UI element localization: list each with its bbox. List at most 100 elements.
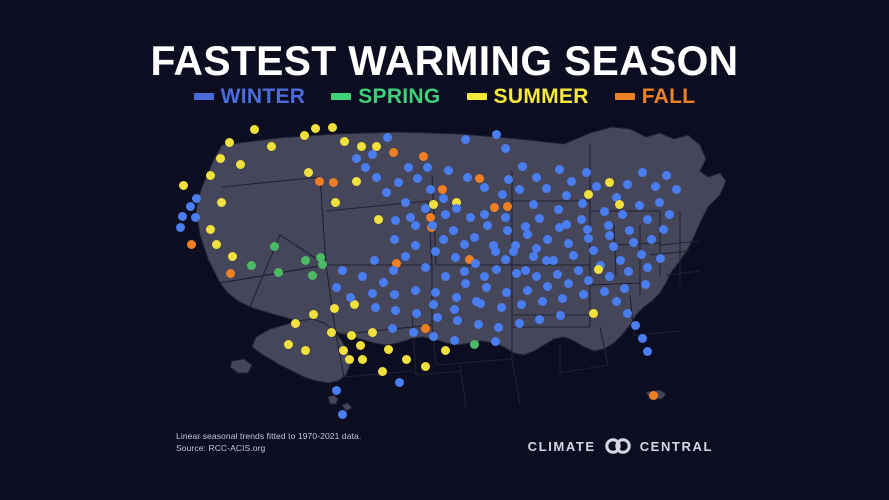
station-dot-winter bbox=[603, 220, 613, 230]
station-dot-summer bbox=[215, 153, 225, 163]
station-dot-winter bbox=[635, 201, 645, 211]
station-dot-summer bbox=[299, 130, 309, 140]
alaska-landmass bbox=[229, 318, 351, 384]
station-dot-winter bbox=[611, 193, 621, 203]
station-dot-summer bbox=[291, 318, 301, 328]
station-dot-winter bbox=[655, 253, 665, 263]
station-dot-winter bbox=[420, 203, 430, 213]
station-dot-winter bbox=[659, 225, 669, 235]
legend-item-winter[interactable]: WINTER bbox=[193, 86, 306, 107]
station-dot-summer bbox=[326, 327, 336, 337]
station-dot-winter bbox=[497, 190, 507, 200]
station-dot-summer bbox=[309, 310, 319, 320]
legend-item-spring[interactable]: SPRING bbox=[331, 86, 440, 107]
station-dot-winter bbox=[548, 255, 558, 265]
station-dot-summer bbox=[421, 362, 431, 372]
station-dot-winter bbox=[345, 292, 355, 302]
station-dot-summer bbox=[331, 198, 341, 208]
station-dot-winter bbox=[599, 287, 609, 297]
station-dot-winter bbox=[459, 267, 469, 277]
station-dot-spring bbox=[274, 268, 284, 278]
station-dot-winter bbox=[439, 235, 449, 245]
station-dot-summer bbox=[249, 125, 259, 135]
station-dot-winter bbox=[625, 226, 635, 236]
legend-item-summer[interactable]: SUMMER bbox=[466, 86, 589, 107]
station-dot-winter bbox=[562, 219, 572, 229]
station-dot-winter bbox=[532, 172, 542, 182]
station-dot-winter bbox=[480, 209, 490, 219]
climate-central-logo: CLIMATE CENTRAL bbox=[528, 438, 713, 454]
station-dot-winter bbox=[500, 143, 510, 153]
station-dot-winter bbox=[429, 300, 439, 310]
station-dot-winter bbox=[514, 184, 524, 194]
station-dot-winter bbox=[389, 265, 399, 275]
station-dot-winter bbox=[605, 230, 615, 240]
station-dot-summer bbox=[344, 355, 354, 365]
station-dot-winter bbox=[492, 130, 502, 140]
station-dot-winter bbox=[563, 279, 573, 289]
station-dot-fall bbox=[425, 213, 435, 223]
station-dot-layer bbox=[160, 115, 730, 425]
station-dot-winter bbox=[502, 287, 512, 297]
station-dot-summer bbox=[301, 346, 311, 356]
station-dot-winter bbox=[423, 162, 433, 172]
station-dot-winter bbox=[449, 225, 459, 235]
station-dot-winter bbox=[576, 214, 586, 224]
station-dot-winter bbox=[574, 265, 584, 275]
station-dot-summer bbox=[267, 141, 277, 151]
station-dot-winter bbox=[553, 269, 563, 279]
station-dot-winter bbox=[523, 229, 533, 239]
station-dot-fall bbox=[388, 148, 398, 158]
station-dot-winter bbox=[461, 278, 471, 288]
station-dot-winter bbox=[579, 290, 588, 300]
station-dot-winter bbox=[558, 294, 568, 304]
station-dot-winter bbox=[664, 209, 674, 219]
station-dot-winter bbox=[646, 234, 656, 244]
station-dot-summer bbox=[225, 137, 235, 147]
station-dot-winter bbox=[611, 296, 621, 306]
station-dot-winter bbox=[535, 214, 545, 224]
station-dot-winter bbox=[543, 234, 553, 244]
station-dot-winter bbox=[406, 212, 416, 222]
station-dot-winter bbox=[463, 172, 473, 182]
station-dot-winter bbox=[400, 198, 410, 208]
station-dot-spring bbox=[270, 242, 280, 252]
station-dot-winter bbox=[599, 206, 609, 216]
station-dot-winter bbox=[439, 193, 449, 203]
station-dot-winter bbox=[496, 302, 506, 312]
state-borders bbox=[219, 143, 701, 408]
station-dot-fall bbox=[465, 255, 474, 265]
station-dot-winter bbox=[522, 285, 532, 295]
station-dot-winter bbox=[500, 254, 510, 264]
station-dot-winter bbox=[472, 296, 482, 306]
station-dot-winter bbox=[483, 220, 493, 230]
station-dot-winter bbox=[393, 178, 403, 188]
station-dot-winter bbox=[488, 240, 498, 250]
station-dot-winter bbox=[494, 322, 504, 332]
station-dot-summer bbox=[452, 198, 462, 208]
station-dot-fall bbox=[225, 269, 235, 279]
station-dot-summer bbox=[211, 240, 221, 250]
station-dot-winter bbox=[432, 312, 442, 322]
station-dot-winter bbox=[473, 320, 483, 330]
station-dot-summer bbox=[339, 137, 349, 147]
station-dot-summer bbox=[329, 303, 339, 313]
page-title: FASTEST WARMING SEASON bbox=[150, 37, 739, 84]
station-dot-winter bbox=[640, 280, 650, 290]
station-dot-spring bbox=[301, 256, 311, 266]
caption-line-1: Linear seasonal trends fitted to 1970-20… bbox=[176, 431, 362, 441]
station-dot-winter bbox=[624, 267, 634, 277]
station-dot-winter bbox=[450, 253, 460, 263]
legend-item-fall[interactable]: FALL bbox=[614, 86, 696, 107]
station-dot-summer bbox=[605, 178, 615, 188]
station-dot-winter bbox=[191, 193, 201, 203]
station-dot-winter bbox=[369, 255, 379, 265]
station-dot-winter bbox=[177, 211, 187, 221]
station-dot-winter bbox=[404, 163, 414, 173]
station-dot-summer bbox=[350, 300, 360, 310]
station-dot-summer bbox=[217, 198, 227, 208]
station-dot-winter bbox=[394, 377, 404, 387]
station-dot-winter bbox=[443, 165, 453, 175]
station-dot-winter bbox=[332, 385, 342, 395]
